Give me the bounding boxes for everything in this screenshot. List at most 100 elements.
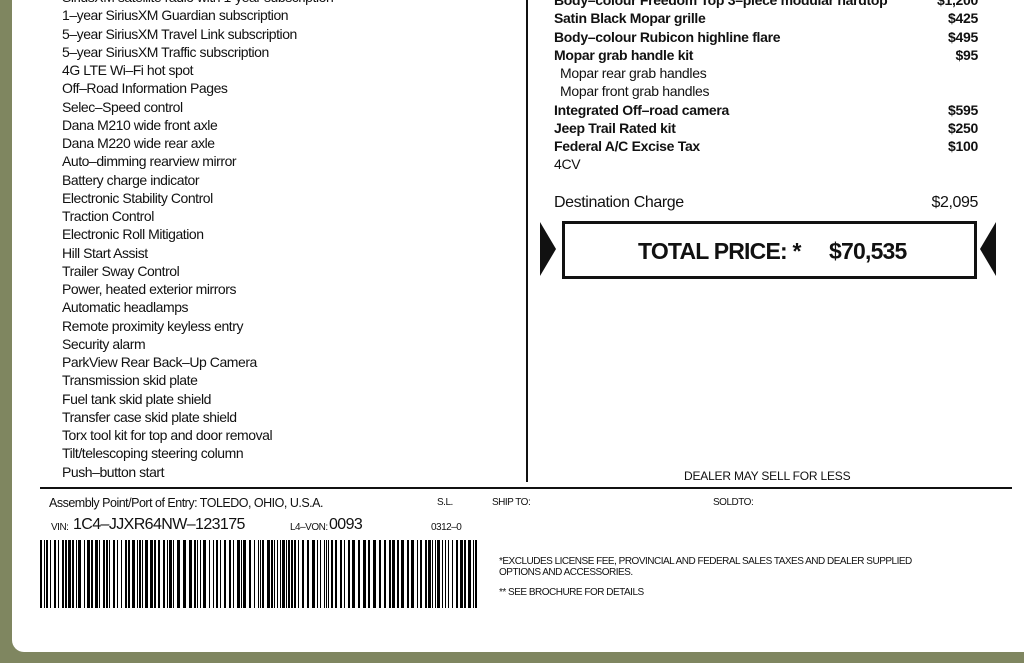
feature-item: Tilt/telescoping steering column (62, 445, 244, 462)
barcode-bar (241, 540, 242, 608)
barcode-bar (352, 540, 355, 608)
barcode-bar (65, 540, 67, 608)
barcode-bar (407, 540, 409, 608)
option-row: Jeep Trail Rated kit $250 (554, 119, 978, 137)
brochure-note: ** SEE BROCHURE FOR DETAILS (499, 587, 644, 598)
barcode-bar (260, 540, 261, 608)
barcode-bar (58, 540, 59, 608)
barcode-bar (158, 540, 160, 608)
barcode-bar (280, 540, 281, 608)
option-label: Federal A/C Excise Tax (554, 138, 700, 154)
destination-charge: Destination Charge $2,095 (554, 194, 978, 212)
option-row: Satin Black Mopar grille $425 (554, 9, 978, 27)
feature-item: Transmission skid plate (62, 372, 198, 389)
barcode-bar (348, 540, 350, 608)
barcode-bar (76, 540, 77, 608)
sold-to-label: SOLDTO: (713, 497, 754, 508)
barcode-bar (103, 540, 105, 608)
feature-item: Security alarm (62, 335, 146, 352)
feature-item: 4G LTE Wi–Fi hot spot (62, 62, 194, 78)
options-list: Body–colour Freedom Top 3–piece modular … (554, 0, 978, 174)
barcode-bar (163, 540, 165, 608)
feature-item: Electronic Stability Control (62, 189, 213, 206)
feature-item: Electronic Roll Mitigation (62, 226, 204, 243)
barcode-bar (340, 540, 342, 608)
option-label: Integrated Off–road camera (554, 101, 730, 118)
total-value: $70,535 (829, 238, 907, 264)
barcode-bar (40, 540, 42, 608)
barcode-bar (411, 540, 414, 608)
barcode-bar (274, 540, 275, 608)
option-row: Body–colour Freedom Top 3–piece modular … (554, 0, 978, 9)
feature-item: Fuel tank skid plate shield (62, 390, 211, 407)
barcode-bar (46, 540, 48, 608)
barcode-bar (291, 540, 293, 608)
barcode-bar (397, 540, 399, 608)
feature-item: Torx tool kit for top and door removal (62, 427, 273, 443)
vin-barcode (40, 540, 477, 608)
code: 0312–0 (431, 522, 462, 533)
barcode-bar (286, 540, 287, 608)
barcode-bar (288, 540, 290, 608)
ship-to-label: SHIP TO: (492, 497, 531, 508)
barcode-bar (335, 540, 337, 608)
barcode-bar (139, 540, 141, 608)
barcode-bar (50, 540, 51, 608)
option-row: Mopar grab handle kit $95 (554, 46, 978, 64)
barcode-bar (216, 540, 218, 608)
barcode-bar (203, 540, 206, 608)
sl-label: S.L. (437, 497, 453, 508)
barcode-bar (428, 540, 431, 608)
barcode-bar (167, 540, 168, 608)
option-price: $100 (948, 138, 978, 154)
feature-item: Selec–Speed control (62, 98, 183, 115)
vin-label: VIN: (51, 522, 69, 533)
barcode-bar (437, 540, 440, 608)
arrow-right-icon (540, 222, 556, 276)
barcode-bar (95, 540, 98, 608)
barcode-bar (62, 540, 64, 608)
barcode-bar (267, 540, 270, 608)
barcode-bar (475, 540, 477, 608)
barcode-bar (384, 540, 386, 608)
option-price: $595 (948, 101, 978, 118)
barcode-bar (145, 540, 148, 608)
barcode-bar (87, 540, 90, 608)
barcode-bar (368, 540, 370, 608)
barcode-bar (448, 540, 449, 608)
total-label: TOTAL PRICE: * (638, 238, 801, 264)
barcode-bar (258, 540, 259, 608)
option-price: $95 (955, 46, 979, 63)
barcode-bar (445, 540, 446, 608)
option-price: $250 (948, 119, 978, 136)
feature-item: Battery charge indicator (62, 171, 200, 188)
barcode-bar (324, 540, 325, 608)
barcode-bar (435, 540, 436, 608)
barcode-bar (432, 540, 433, 608)
option-row: 4CV (554, 155, 978, 173)
feature-item: Off–Road Information Pages (62, 80, 228, 97)
column-divider (526, 0, 528, 482)
dealer-note: DEALER MAY SELL FOR LESS (684, 469, 851, 483)
barcode-bar (213, 540, 214, 608)
barcode-bar (373, 540, 376, 608)
standard-features-list: SiriusXM satellite radio with 1-year sub… (62, 0, 334, 481)
barcode-bar (473, 540, 474, 608)
destination-price: $2,095 (931, 194, 978, 211)
option-row: Body–colour Rubicon highline flare $495 (554, 28, 978, 46)
barcode-bar (420, 540, 422, 608)
barcode-bar (344, 540, 345, 608)
footer-divider (40, 487, 1012, 489)
barcode-bar (254, 540, 255, 608)
option-price: $495 (948, 28, 978, 45)
barcode-bar (78, 540, 81, 608)
feature-item: SiriusXM satellite radio with 1-year sub… (62, 0, 334, 6)
feature-item: 5–year SiriusXM Travel Link subscription (62, 25, 297, 42)
barcode-bar (121, 540, 122, 608)
barcode-bar (237, 540, 240, 608)
feature-item: Dana M220 wide rear axle (62, 135, 215, 151)
feature-item: ParkView Rear Back–Up Camera (62, 354, 257, 370)
barcode-bar (233, 540, 234, 608)
arrow-left-icon (980, 222, 996, 276)
barcode-bar (243, 540, 246, 608)
